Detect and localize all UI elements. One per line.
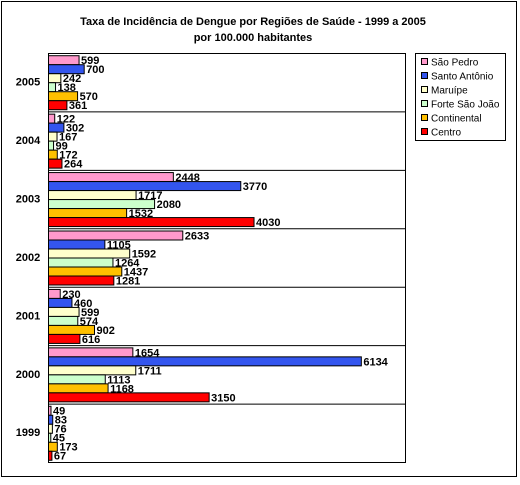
bar [48,55,80,66]
y-tick-label: 2005 [16,77,40,89]
value-label: 4030 [256,217,280,229]
value-label: 138 [58,82,76,94]
bar [48,392,210,403]
legend-box [415,53,506,141]
bar [48,414,54,425]
legend-swatch [421,72,428,79]
value-label: 1437 [124,266,148,278]
value-label: 1168 [110,383,134,395]
value-label: 1654 [135,347,160,359]
bar [48,208,128,219]
y-tick-label: 2001 [16,310,40,322]
value-label: 1532 [129,208,153,220]
bar [48,306,80,317]
legend-swatch [421,58,428,65]
value-label: 2080 [157,199,181,211]
value-label: 1264 [115,257,140,269]
legend-label: São Pedro [431,58,479,69]
bar [48,82,57,93]
y-tick-label: 2000 [16,369,40,381]
chart-subtitle: por 100.000 habitantes [194,32,313,44]
value-label: 574 [80,316,99,328]
value-label: 570 [80,91,98,103]
bar [48,450,53,461]
bar [48,432,52,443]
bar [48,217,255,228]
bar [48,315,79,326]
bar [48,383,109,394]
y-tick-label: 2003 [16,193,40,205]
value-label: 6134 [363,356,388,368]
value-label: 460 [74,298,92,310]
value-label: 173 [59,442,77,454]
bar [48,181,242,192]
value-label: 2448 [175,172,199,184]
legend-swatch [421,114,428,121]
bar [48,64,85,75]
value-label: 302 [66,123,84,135]
bar [48,149,58,160]
value-label: 1592 [132,248,156,260]
value-label: 2633 [185,230,209,242]
value-label: 700 [86,64,104,76]
legend-label: Santo Antônio [431,72,494,83]
value-label: 264 [64,159,83,171]
value-label: 1281 [116,275,140,287]
bar [48,288,61,299]
bar [48,423,53,434]
bar [48,172,174,183]
value-label: 67 [54,451,66,463]
value-label: 599 [81,307,99,319]
bar [48,441,58,452]
bar [48,257,114,268]
bar [48,275,115,286]
value-label: 83 [55,415,67,427]
bar [48,374,106,385]
value-label: 1711 [138,365,162,377]
value-label: 1113 [107,374,130,386]
legend-label: Continental [431,114,482,125]
legend-label: Maruípe [431,86,468,97]
bar [48,100,68,111]
value-label: 361 [69,100,87,112]
bar [48,239,106,250]
bar [48,140,55,151]
value-label: 99 [56,141,68,153]
legend-label: Forte São João [431,100,500,111]
value-label: 45 [53,433,65,445]
value-label: 242 [63,73,81,85]
value-label: 167 [59,132,77,144]
legend-label: Centro [431,128,461,139]
value-label: 230 [62,289,80,301]
value-label: 1105 [107,239,131,251]
value-label: 902 [97,325,115,337]
bar [48,266,123,277]
value-label: 49 [53,406,65,418]
y-tick-label: 2002 [16,252,40,264]
value-label: 599 [81,55,99,67]
y-tick-label: 2004 [16,135,41,147]
bar [48,230,184,241]
value-label: 172 [59,150,77,162]
chart-title: Taxa de Incidência de Dengue por Regiões… [80,16,426,28]
value-label: 616 [82,334,100,346]
bar [48,297,73,308]
bar [48,347,134,358]
bar [48,405,52,416]
legend-swatch [421,86,428,93]
value-label: 3770 [243,181,267,193]
value-label: 1717 [138,190,162,202]
legend-swatch [421,100,428,107]
value-label: 76 [54,424,66,436]
value-label: 3150 [211,392,235,404]
y-tick-label: 1999 [16,427,40,439]
bar [48,113,56,124]
bar [48,190,137,201]
bar [48,158,63,169]
bar [48,333,81,344]
value-label: 122 [57,114,75,126]
legend-swatch [421,128,428,135]
bar [48,356,362,367]
